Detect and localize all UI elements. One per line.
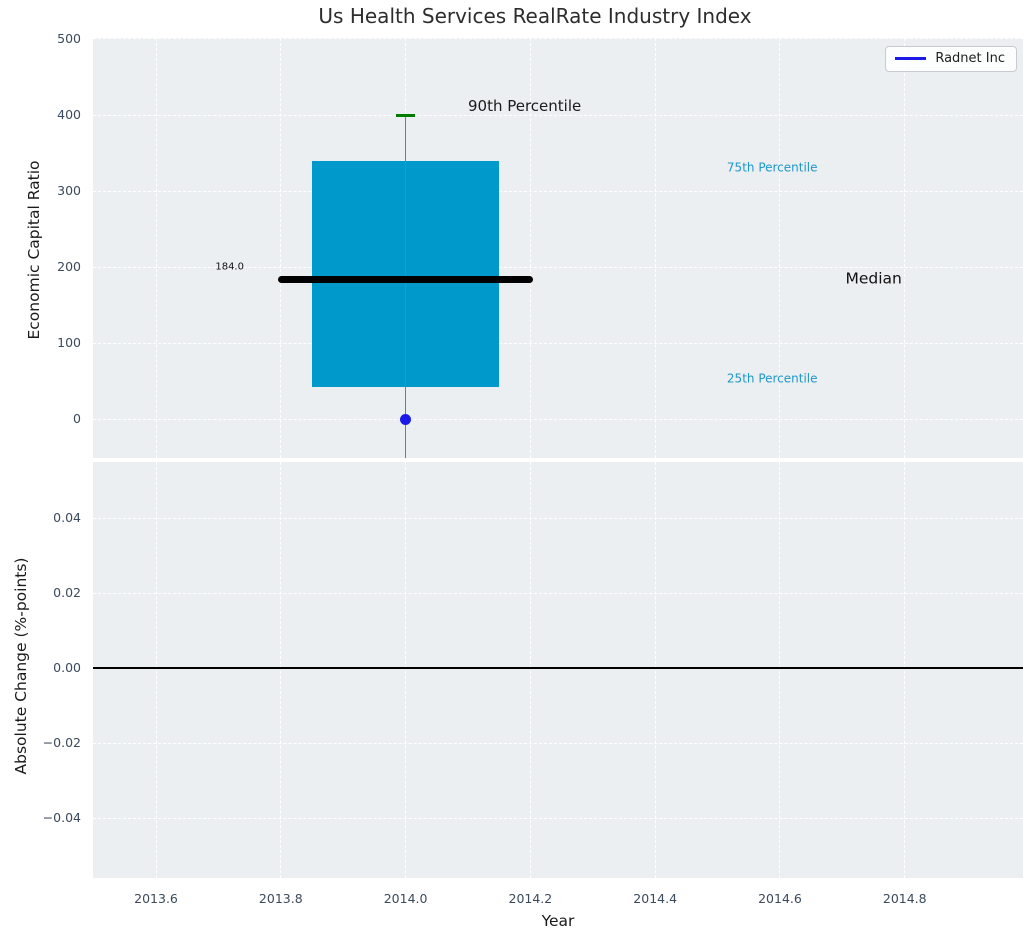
legend: Radnet Inc xyxy=(885,46,1017,72)
gridline xyxy=(93,190,1023,192)
y-tick-label: −0.04 xyxy=(42,810,81,826)
x-tick-label: 2014.0 xyxy=(383,891,428,906)
gridline xyxy=(654,38,656,458)
gridline xyxy=(779,38,781,458)
y-tick-label: 500 xyxy=(57,30,81,46)
x-axis-label: Year xyxy=(541,912,575,930)
gridline xyxy=(93,38,1023,40)
annotation-25th-percentile: 25th Percentile xyxy=(726,371,818,386)
gridline xyxy=(93,592,1023,594)
y-tick-label: 0.04 xyxy=(53,510,81,526)
gridline xyxy=(405,462,407,878)
y-tick-label: −0.02 xyxy=(42,735,81,751)
gridline xyxy=(529,38,531,458)
whisker-line xyxy=(404,115,407,458)
annotation-median: Median xyxy=(845,269,902,288)
chart-title: Us Health Services RealRate Industry Ind… xyxy=(318,4,752,28)
y-tick-label: 0.00 xyxy=(53,660,81,676)
gridline xyxy=(93,817,1023,819)
gridline xyxy=(529,462,531,878)
p90-cap xyxy=(396,113,415,117)
y-tick-label: 0 xyxy=(73,411,81,427)
x-tick-label: 2014.2 xyxy=(508,891,553,906)
gridline xyxy=(155,462,157,878)
gridline xyxy=(155,38,157,458)
y-tick-label: 400 xyxy=(57,107,81,123)
gridline xyxy=(904,38,906,458)
bottom-panel-axes xyxy=(93,462,1023,878)
gridline xyxy=(93,517,1023,519)
gridline xyxy=(779,462,781,878)
median-line xyxy=(278,275,533,283)
x-tick-label: 2013.8 xyxy=(258,891,303,906)
y-tick-label: 300 xyxy=(57,183,81,199)
radnet-legend-line-icon xyxy=(895,57,927,60)
x-tick-label: 2014.6 xyxy=(758,891,802,906)
bottom-y-axis-label: Absolute Change (%-points) xyxy=(12,557,30,775)
annotation-90th-percentile: 90th Percentile xyxy=(467,96,582,115)
x-tick-label: 2014.8 xyxy=(882,891,927,906)
top-panel-axes: Radnet Inc 90th Percentile 75th Percentil… xyxy=(93,38,1023,458)
x-tick-label: 2013.6 xyxy=(134,891,178,906)
legend-label: Radnet Inc xyxy=(935,51,1005,66)
gridline xyxy=(280,38,282,458)
annotation-184-0: 184.0 xyxy=(215,261,244,273)
gridline xyxy=(93,114,1023,116)
gridline xyxy=(93,266,1023,268)
gridline xyxy=(93,742,1023,744)
x-tick-label: 2014.4 xyxy=(633,891,678,906)
gridline xyxy=(904,462,906,878)
gridline xyxy=(280,462,282,878)
radnet-point xyxy=(400,413,412,425)
zero-line xyxy=(93,667,1023,670)
y-tick-label: 100 xyxy=(57,335,81,351)
y-tick-label: 200 xyxy=(57,259,81,275)
annotation-75th-percentile: 75th Percentile xyxy=(726,159,818,174)
top-y-axis-label: Economic Capital Ratio xyxy=(25,160,43,340)
y-tick-label: 0.02 xyxy=(53,585,81,601)
gridline xyxy=(93,342,1023,344)
gridline xyxy=(654,462,656,878)
gridline xyxy=(93,418,1023,420)
